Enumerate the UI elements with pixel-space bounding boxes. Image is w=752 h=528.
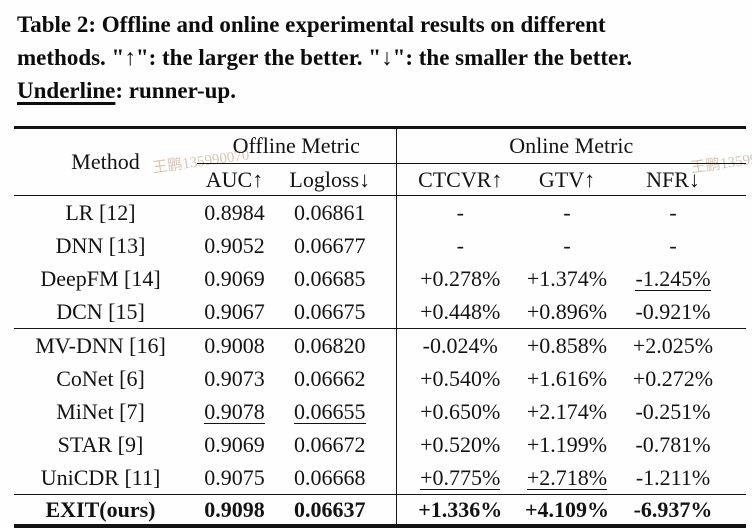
header-sub-row: AUC↑ Logloss↓ CTCVR↑ GTV↑ NFR↓ — [14, 163, 747, 196]
cell-logloss-runner-up: 0.06655 — [294, 398, 366, 424]
cell-auc: 0.9008 — [197, 328, 272, 362]
cell-gtv: +1.616% — [526, 365, 608, 391]
cell-method: MiNet [7] — [56, 398, 145, 424]
cell-nfr: - — [669, 232, 677, 258]
table-row-star: STAR [9] 0.9069 0.06672 +0.520% +1.199% … — [14, 428, 746, 461]
cell-gtv: +4.109% — [524, 494, 610, 526]
column-header-gtv: GTV↑ — [524, 163, 610, 196]
cell-nfr-runner-up: -1.245% — [635, 265, 711, 291]
cell-method: LR [12] — [65, 199, 136, 225]
column-group-online-metric: Online Metric — [395, 127, 747, 164]
cell-auc: 0.9069 — [204, 431, 265, 457]
cell-logloss: 0.06820 — [272, 328, 396, 362]
cell-nfr: - — [669, 199, 677, 225]
cell-gtv: +0.858% — [524, 328, 610, 362]
cell-auc: 0.9075 — [204, 464, 265, 490]
cell-gtv-runner-up: +2.718% — [526, 464, 608, 490]
table-row-deepfm: DeepFM [14] 0.9069 0.06685 +0.278% +1.37… — [14, 262, 746, 295]
cell-nfr: -6.937% — [610, 494, 747, 526]
cell-ctcvr: +0.540% — [395, 362, 524, 395]
cell-method: DNN [13] — [55, 232, 146, 258]
caption-line-1: Table 2: Offline and online experimental… — [17, 12, 606, 37]
cell-nfr: -0.921% — [635, 298, 711, 324]
cell-method: STAR [9] — [57, 431, 144, 457]
cell-logloss: 0.06662 — [294, 365, 366, 391]
caption-line-2: methods. "↑": the larger the better. "↓"… — [17, 45, 633, 70]
cell-logloss: 0.06672 — [294, 431, 366, 457]
cell-nfr: +2.025% — [610, 328, 747, 362]
cell-logloss: 0.06668 — [294, 464, 366, 490]
cell-logloss: 0.06685 — [294, 265, 366, 291]
cell-gtv: +1.374% — [526, 265, 608, 291]
results-table-container: Method Offline Metric Online Metric AUC↑… — [14, 126, 747, 528]
cell-auc: 0.9069 — [204, 265, 265, 291]
cell-nfr: -0.781% — [635, 431, 711, 457]
cell-method: DeepFM [14] — [40, 265, 161, 291]
cell-nfr: -0.251% — [635, 398, 711, 424]
cell-auc: 0.9067 — [204, 298, 265, 324]
cell-gtv: +1.199% — [526, 431, 608, 457]
cell-method: DCN [15] — [56, 298, 145, 324]
cell-logloss: 0.06861 — [294, 199, 366, 225]
column-header-method: Method — [14, 127, 197, 196]
cell-gtv: - — [563, 199, 571, 225]
table-row-conet: CoNet [6] 0.9073 0.06662 +0.540% +1.616%… — [14, 362, 746, 395]
caption-underline-word: Underline — [17, 78, 116, 103]
cell-logloss: 0.06637 — [272, 494, 396, 526]
cell-method: EXIT(ours) — [14, 494, 197, 526]
cell-logloss: 0.06677 — [294, 232, 366, 258]
table-row-exit-ours: EXIT(ours) 0.9098 0.06637 +1.336% +4.109… — [14, 494, 747, 526]
cell-gtv: +2.174% — [526, 398, 608, 424]
cell-method: UniCDR [11] — [40, 464, 161, 490]
cell-ctcvr: +0.448% — [395, 295, 524, 329]
column-header-auc: AUC↑ — [197, 163, 272, 196]
cell-ctcvr: +0.650% — [395, 395, 524, 428]
table-row-lr: LR [12] 0.8984 0.06861 - - - — [14, 195, 746, 229]
table-row-dcn: DCN [15] 0.9067 0.06675 +0.448% +0.896% … — [14, 295, 746, 329]
cell-ctcvr: -0.024% — [395, 328, 524, 362]
cell-ctcvr-runner-up: +0.775% — [395, 461, 524, 495]
cell-auc-runner-up: 0.9078 — [204, 398, 265, 424]
table-row-dnn: DNN [13] 0.9052 0.06677 - - - — [14, 229, 746, 262]
cell-ctcvr: +1.336% — [395, 494, 524, 526]
caption-line-3: Underline: runner-up. — [17, 74, 739, 107]
cell-auc: 0.9098 — [197, 494, 272, 526]
cell-auc: 0.9052 — [204, 232, 265, 258]
table-caption: Table 2: Offline and online experimental… — [17, 8, 739, 107]
table-row-minet: MiNet [7] 0.9078 0.06655 +0.650% +2.174%… — [14, 395, 746, 428]
cell-gtv: - — [563, 232, 571, 258]
cell-nfr: +0.272% — [632, 365, 714, 391]
column-header-nfr: NFR↓ — [610, 163, 747, 196]
cell-method: MV-DNN [16] — [14, 328, 197, 362]
cell-ctcvr: - — [395, 229, 524, 262]
cell-gtv: +0.896% — [526, 298, 608, 324]
cell-ctcvr: +0.278% — [395, 262, 524, 295]
cell-logloss: 0.06675 — [294, 298, 366, 324]
column-group-offline-metric: Offline Metric — [197, 127, 396, 164]
column-header-logloss: Logloss↓ — [272, 163, 396, 196]
header-group-row: Method Offline Metric Online Metric — [14, 127, 747, 196]
cell-method: CoNet [6] — [56, 365, 145, 391]
cell-ctcvr: - — [395, 195, 524, 229]
results-table: Method Offline Metric Online Metric AUC↑… — [14, 126, 747, 528]
table-row-unicdr: UniCDR [11] 0.9075 0.06668 +0.775% +2.71… — [14, 461, 746, 495]
cell-auc: 0.8984 — [204, 199, 265, 225]
table-row-mvdnn: MV-DNN [16] 0.9008 0.06820 -0.024% +0.85… — [14, 328, 747, 362]
cell-auc: 0.9073 — [204, 365, 265, 391]
cell-nfr: -1.211% — [635, 464, 711, 490]
column-header-ctcvr: CTCVR↑ — [395, 163, 524, 196]
caption-line-3-rest: : runner-up. — [115, 78, 236, 103]
cell-ctcvr: +0.520% — [395, 428, 524, 461]
